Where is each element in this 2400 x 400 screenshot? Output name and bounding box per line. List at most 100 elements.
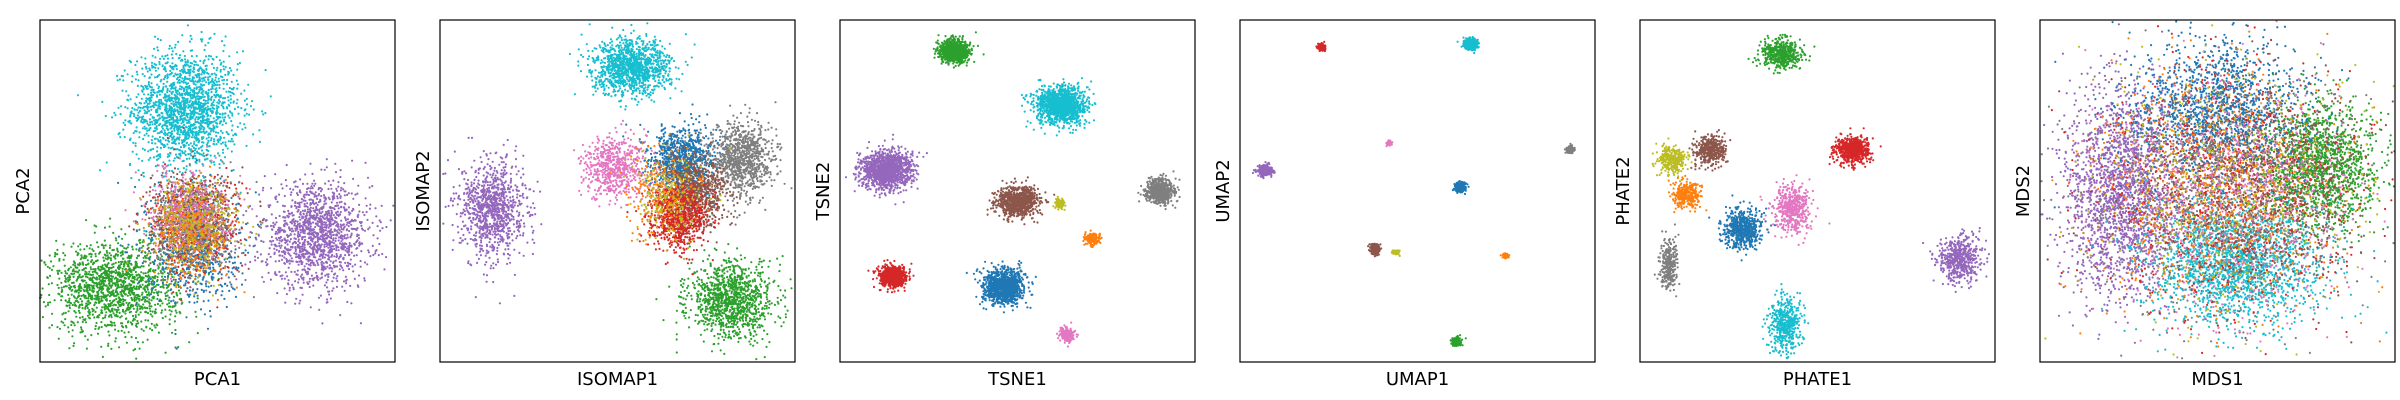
cluster-umap-c5 <box>1367 242 1383 258</box>
scatter-points-umap-c7 <box>1563 142 1576 155</box>
cluster-umap-c2 <box>1449 334 1467 348</box>
scatter-points-pca-c4 <box>230 158 395 325</box>
cluster-umap-c3 <box>1315 40 1327 53</box>
scatter-points-tsne-c5 <box>986 176 1056 226</box>
cluster-phate-c2 <box>1747 33 1816 75</box>
scatter-points-tsne-c9 <box>1020 77 1097 137</box>
cluster-pca-c4 <box>230 158 395 325</box>
cluster-isomap-c7 <box>681 101 793 226</box>
subplot-phate: PHATE1 PHATE2 <box>1613 19 1996 390</box>
y-axis-label-phate: PHATE2 <box>1613 156 1634 225</box>
cluster-phate-c6 <box>1759 174 1831 246</box>
plot-area-pca <box>39 24 395 360</box>
cluster-phate-c3 <box>1828 127 1882 171</box>
scatter-points-mds-c0 <box>2053 20 2350 237</box>
cluster-umap-c9 <box>1456 35 1481 55</box>
subplot-pca: PCA1 PCA2 <box>13 19 396 390</box>
cluster-phate-c9 <box>1761 282 1810 360</box>
cluster-phate-c0 <box>1708 194 1776 262</box>
x-axis-label-umap: UMAP1 <box>1386 369 1449 390</box>
cluster-tsne-c3 <box>867 259 915 294</box>
scatter-points-phate-c0 <box>1708 194 1776 262</box>
x-axis-label-pca: PCA1 <box>194 369 241 390</box>
cluster-phate-c8 <box>1651 137 1693 183</box>
scatter-points-tsne-c4 <box>844 133 929 206</box>
scatter-points-tsne-c6 <box>1055 321 1080 348</box>
cluster-tsne-c1 <box>1082 229 1103 249</box>
x-axis-label-isomap: ISOMAP1 <box>577 369 658 390</box>
x-axis-label-tsne: TSNE1 <box>987 369 1047 390</box>
plot-area-umap <box>1251 35 1576 348</box>
axes-frame-mds <box>2039 19 2396 363</box>
axes-frame-phate <box>1639 19 1996 363</box>
x-axis-label-mds: MDS1 <box>2191 369 2243 390</box>
scatter-points-umap-c4 <box>1251 161 1276 180</box>
scatter-points-tsne-c7 <box>1137 170 1181 211</box>
cluster-pca-c9 <box>76 24 272 232</box>
cluster-tsne-c8 <box>1052 195 1067 211</box>
scatter-points-phate-c3 <box>1828 127 1882 171</box>
y-axis-label-umap: UMAP2 <box>1213 159 1234 222</box>
cluster-mds-c9 <box>2090 140 2388 353</box>
scatter-points-pca-c2 <box>39 212 220 360</box>
subplot-isomap: ISOMAP1 ISOMAP2 <box>413 19 796 390</box>
axes-frame-isomap <box>439 19 796 363</box>
cluster-isomap-c2 <box>655 243 793 361</box>
scatter-points-mds-c2 <box>2242 72 2396 272</box>
cluster-tsne-c7 <box>1137 170 1181 211</box>
scatter-points-tsne-c3 <box>867 259 915 294</box>
scatter-points-isomap-c4 <box>442 136 543 305</box>
scatter-points-tsne-c1 <box>1082 229 1103 249</box>
scatter-points-umap-c8 <box>1390 249 1401 258</box>
plot-area-isomap <box>442 22 793 361</box>
cluster-mds-c3 <box>2046 24 2394 356</box>
cluster-isomap-c9 <box>568 22 696 111</box>
cluster-phate-c7 <box>1653 223 1681 298</box>
scatter-points-umap-c6 <box>1385 139 1394 148</box>
axes-frame-pca <box>39 19 396 363</box>
scatter-points-isomap-c7 <box>681 101 793 226</box>
axes-frame-tsne <box>839 19 1196 363</box>
scatter-points-phate-c8 <box>1651 137 1693 183</box>
scatter-points-umap-c3 <box>1315 40 1327 53</box>
scatter-points-phate-c5 <box>1688 129 1732 172</box>
scatter-points-phate-c6 <box>1759 174 1831 246</box>
cluster-tsne-c5 <box>986 176 1056 226</box>
scatter-points-tsne-c8 <box>1052 195 1067 211</box>
plot-area-phate <box>1651 33 1991 360</box>
cluster-umap-c0 <box>1451 179 1470 196</box>
scatter-points-umap-c5 <box>1367 242 1383 258</box>
scatter-points-phate-c9 <box>1761 282 1810 360</box>
subplot-mds: MDS1 MDS2 <box>2013 19 2396 390</box>
cluster-umap-c8 <box>1390 249 1401 258</box>
cluster-tsne-c6 <box>1055 321 1080 348</box>
scatter-points-isomap-c6 <box>573 119 658 209</box>
plot-area-mds <box>2040 20 2396 360</box>
scatter-points-tsne-c2 <box>932 31 985 69</box>
x-axis-label-phate: PHATE1 <box>1783 369 1852 390</box>
cluster-mds-c4 <box>2040 23 2205 357</box>
scatter-points-umap-c0 <box>1451 179 1470 196</box>
cluster-umap-c7 <box>1563 142 1576 155</box>
scatter-points-pca-c9 <box>76 24 272 232</box>
cluster-phate-c1 <box>1667 174 1708 214</box>
scatter-points-phate-c7 <box>1653 223 1681 298</box>
scatter-points-mds-c3 <box>2046 24 2394 356</box>
cluster-tsne-c0 <box>965 260 1037 314</box>
cluster-tsne-c2 <box>932 31 985 69</box>
cluster-isomap-c6 <box>573 119 658 209</box>
y-axis-label-mds: MDS2 <box>2013 165 2034 217</box>
cluster-umap-c1 <box>1499 252 1511 260</box>
scatter-points-phate-c4 <box>1922 226 1991 294</box>
subplot-tsne: TSNE1 TSNE2 <box>813 19 1196 390</box>
cluster-mds-c0 <box>2053 20 2350 237</box>
scatter-points-umap-c9 <box>1456 35 1481 55</box>
cluster-phate-c4 <box>1922 226 1991 294</box>
cluster-umap-c6 <box>1385 139 1394 148</box>
subplot-umap: UMAP1 UMAP2 <box>1213 19 1596 390</box>
scatter-points-isomap-c2 <box>655 243 793 361</box>
scatter-points-umap-c1 <box>1499 252 1511 260</box>
plot-area-tsne <box>844 31 1181 348</box>
